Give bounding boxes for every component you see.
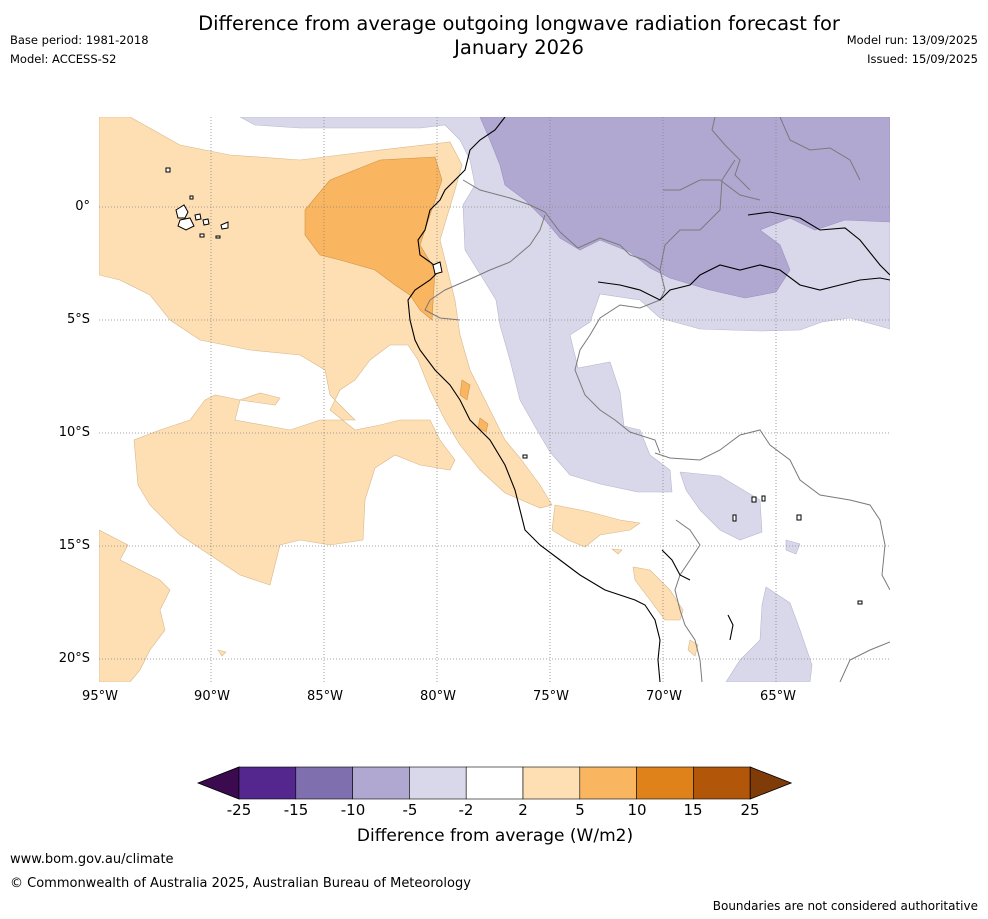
colorbar-cell-2: [295, 766, 353, 800]
colorbar-tick-9: 25: [740, 801, 760, 819]
colorbar-tick-3: -5: [402, 801, 418, 819]
graticule: [99, 117, 890, 682]
colorbar-cell-9: [693, 766, 751, 800]
colorbar-tick-6: 5: [575, 801, 585, 819]
lon-label-70w: 70°W: [646, 689, 682, 704]
lon-label-85w: 85°W: [307, 689, 343, 704]
coastline: [407, 117, 890, 682]
colorbar-cells: [196, 766, 793, 800]
colorbar-tick-0: -25: [226, 801, 252, 819]
issued-text: Issued: 15/09/2025: [867, 52, 978, 66]
footer-url: www.bom.gov.au/climate: [10, 852, 174, 867]
country-borders: [424, 117, 890, 682]
colorbar-tick-5: 2: [518, 801, 528, 819]
anomaly-fill-2-to-5: [99, 117, 699, 682]
colorbar-cell-5: [465, 766, 524, 800]
islands: [165, 167, 863, 605]
anomaly-fill-5-to-10: [304, 156, 489, 433]
map-title-line-2: January 2026: [454, 36, 584, 59]
colorbar-tick-7: 10: [627, 801, 647, 819]
lon-label-80w: 80°W: [420, 689, 456, 704]
colorbar-tick-2: -10: [340, 801, 366, 819]
lon-label-95w: 95°W: [82, 689, 118, 704]
footer-copyright: © Commonwealth of Australia 2025, Austra…: [10, 876, 471, 891]
footer-disclaimer: Boundaries are not considered authoritat…: [712, 899, 978, 913]
colorbar-extend-high: [749, 766, 793, 800]
model-text: Model: ACCESS-S2: [10, 52, 117, 66]
lat-label-0: 0°: [75, 199, 90, 214]
colorbar-label: Difference from average (W/m2): [356, 826, 634, 846]
colorbar-tick-4: -2: [458, 801, 474, 819]
lat-label-10s: 10°S: [58, 425, 90, 440]
colorbar-cell-3: [352, 766, 410, 800]
colorbar-cell-4: [409, 766, 467, 800]
lon-label-75w: 75°W: [533, 689, 569, 704]
model-run-text: Model run: 13/09/2025: [846, 33, 978, 47]
colorbar-cell-7: [579, 766, 637, 800]
colorbar-cell-1: [238, 766, 297, 800]
colorbar-tick-1: -15: [283, 801, 309, 819]
colorbar-cell-6: [522, 766, 581, 800]
colorbar-tick-8: 15: [683, 801, 703, 819]
lat-label-5s: 5°S: [66, 312, 90, 327]
lat-label-20s: 20°S: [58, 651, 90, 666]
colorbar-cell-8: [636, 766, 694, 800]
colorbar-extend-low: [196, 766, 240, 800]
anomaly-fill-minus-10-to-minus-5: [479, 117, 890, 299]
map-title: Difference from average outgoing longwav…: [0, 12, 988, 60]
map-title-line-1: Difference from average outgoing longwav…: [198, 12, 840, 35]
lat-label-15s: 15°S: [58, 538, 90, 553]
base-period-text: Base period: 1981-2018: [10, 33, 149, 47]
lon-label-90w: 90°W: [194, 689, 230, 704]
lon-label-65w: 65°W: [760, 689, 796, 704]
